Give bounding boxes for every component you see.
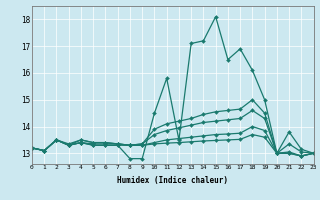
X-axis label: Humidex (Indice chaleur): Humidex (Indice chaleur)	[117, 176, 228, 185]
